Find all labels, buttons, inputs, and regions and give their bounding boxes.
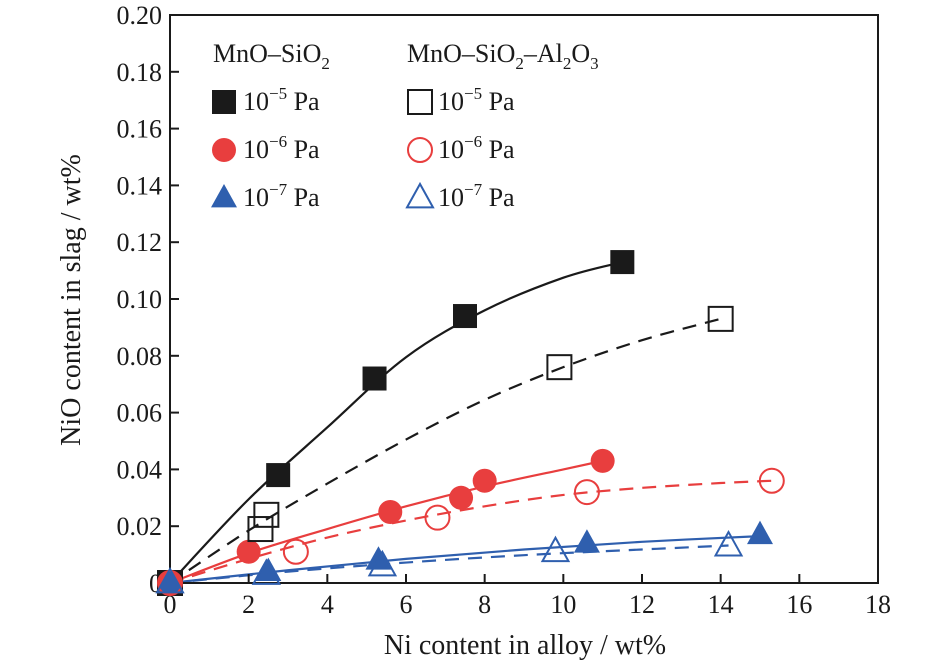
data-point-filled-square [610, 250, 635, 275]
data-point-filled-circle [590, 448, 615, 473]
x-tick-label: 8 [478, 590, 491, 619]
x-tick-label: 4 [321, 590, 334, 619]
data-point-filled-circle [449, 485, 474, 510]
data-point-filled-square [266, 463, 291, 488]
data-point-open-triangle [540, 535, 571, 563]
data-point-open-circle [282, 538, 309, 565]
y-tick-label: 0.20 [117, 1, 163, 30]
legend-label-mno-sio2-triangle: 10−7 Pa [243, 180, 320, 212]
data-point-open-square [546, 354, 573, 381]
y-tick-label: 0.06 [117, 399, 163, 428]
x-axis-label: Ni content in alloy / wt% [384, 630, 666, 661]
fit-line-mno-sio2-al2o3-square [169, 317, 721, 584]
legend: MnO–SiO2 MnO–SiO2–Al2O3 10−5 Pa 10−6 Pa 10−7… [211, 39, 599, 212]
data-point-filled-circle [236, 539, 261, 564]
y-axis-label: NiO content in slag / wt% [56, 154, 87, 446]
data-point-filled-square [453, 304, 477, 329]
x-tick-label: 14 [708, 590, 734, 619]
legend-header-mno-sio2-al2o3: MnO–SiO2–Al2O3 [407, 39, 599, 73]
axis-ticks: 0 2 4 6 8 10 12 14 16 1800.020.040.060.080.100.12… [117, 1, 892, 619]
x-tick-label: 6 [400, 590, 413, 619]
data-point-filled-triangle [573, 529, 600, 553]
data-point-open-triangle [713, 529, 744, 557]
data-point-open-square [707, 305, 734, 332]
data-point-filled-triangle [157, 568, 183, 593]
x-tick-label: 12 [629, 590, 655, 619]
legend-header-mno-sio2: MnO–SiO2 [213, 39, 330, 73]
legend-label-mno-sio2-al2o3-triangle: 10−7 Pa [438, 180, 515, 212]
data-point-open-triangle [367, 549, 398, 577]
x-tick-label: 10 [550, 590, 576, 619]
x-tick-label: 16 [786, 590, 812, 619]
legend-marker-open-square [407, 89, 433, 115]
data-point-open-circle [424, 504, 451, 531]
y-tick-label: 0.08 [117, 342, 163, 371]
data-point-filled-square [362, 366, 387, 391]
y-tick-label: 0.14 [117, 171, 163, 200]
data-point-open-triangle [251, 558, 282, 585]
y-tick-label: 0.04 [117, 455, 163, 484]
data-point-open-circle [573, 479, 600, 506]
y-tick-label: 0.02 [117, 512, 163, 541]
legend-marker-filled-circle [212, 138, 236, 162]
y-tick-label: 0.10 [117, 285, 163, 314]
fit-line-mno-sio2-al2o3-circle [169, 479, 772, 585]
x-tick-label: 2 [242, 590, 255, 619]
legend-label-mno-sio2-square: 10−5 Pa [243, 84, 320, 116]
data-point-filled-circle [472, 468, 497, 493]
legend-label-mno-sio2-circle: 10−6 Pa [243, 132, 320, 164]
y-tick-label: 0.16 [117, 115, 163, 144]
data-point-filled-triangle [747, 520, 773, 545]
legend-marker-filled-square [212, 90, 236, 114]
x-tick-label: 18 [865, 590, 891, 619]
data-markers [155, 250, 785, 596]
legend-label-mno-sio2-al2o3-square: 10−5 Pa [438, 84, 515, 116]
y-tick-label: 0.18 [117, 58, 163, 87]
legend-marker-open-circle [407, 137, 433, 163]
data-point-open-square [247, 516, 274, 543]
data-point-open-triangle [155, 566, 185, 594]
y-tick-label: 0.12 [117, 228, 163, 257]
data-point-open-square [253, 501, 280, 528]
legend-label-mno-sio2-al2o3-circle: 10−6 Pa [438, 132, 515, 164]
data-point-open-circle [758, 467, 785, 494]
x-tick-label: 0 [164, 590, 177, 619]
fit-line-mno-sio2-square [169, 261, 623, 584]
legend-marker-filled-triangle [211, 183, 237, 208]
legend-marker-open-triangle [405, 181, 435, 209]
data-point-filled-circle [378, 500, 403, 524]
